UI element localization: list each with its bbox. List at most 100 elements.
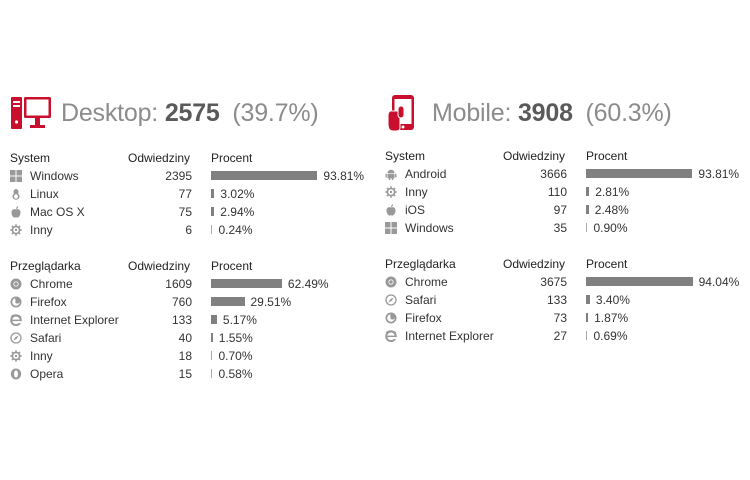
table-row: Opera 15 0.58%: [10, 365, 365, 383]
row-percent: 93.81%: [698, 167, 740, 181]
column-header-visits: Odwiedziny: [503, 149, 566, 163]
row-visits: 40: [178, 331, 192, 345]
row-name: Internet Explorer: [405, 329, 494, 343]
gear-icon: [10, 224, 22, 236]
row-percent: 0.24%: [218, 223, 253, 237]
row-label: Linux: [10, 185, 59, 203]
row-percent: 29.51%: [250, 295, 292, 309]
percent-bar: [211, 333, 213, 342]
table-header: Przeglądarka Odwiedziny Procent: [385, 255, 740, 273]
table-row: Inny 6 0.24%: [10, 221, 365, 239]
percent-bar: [211, 189, 215, 198]
chrome-icon: [385, 276, 397, 288]
mobile-label: Mobile:: [432, 98, 512, 127]
row-percent: 62.49%: [287, 277, 329, 291]
row-label: Inny: [10, 347, 53, 365]
table-row: Inny 18 0.70%: [10, 347, 365, 365]
row-label: Inny: [10, 221, 53, 239]
row-visits: 6: [185, 223, 192, 237]
row-percent: 3.02%: [220, 187, 255, 201]
apple-icon: [10, 206, 22, 218]
row-label: Internet Explorer: [10, 311, 119, 329]
row-label: Safari: [385, 291, 436, 309]
mobile-phone-icon: [385, 94, 423, 132]
row-label: Chrome: [385, 273, 448, 291]
desktop-title: Desktop: 2575 (39.7%): [61, 99, 319, 128]
table-header: System Odwiedziny Procent: [385, 147, 740, 165]
row-label: Opera: [10, 365, 63, 383]
row-visits: 2395: [165, 169, 192, 183]
row-visits: 3666: [540, 167, 567, 181]
table-row: Windows 35 0.90%: [385, 219, 740, 237]
column-header-visits: Odwiedziny: [128, 151, 191, 165]
row-name: Safari: [30, 331, 62, 345]
percent-bar: [211, 279, 282, 288]
row-label: Chrome: [10, 275, 73, 293]
table-row: Chrome 3675 94.04%: [385, 273, 740, 291]
row-name: Inny: [30, 223, 53, 237]
apple-icon: [385, 204, 397, 216]
table-row: Internet Explorer 133 5.17%: [10, 311, 365, 329]
desktop-monitor-icon: [10, 94, 52, 132]
row-name: Inny: [30, 349, 53, 363]
row-label: Safari: [10, 329, 61, 347]
row-visits: 18: [178, 349, 192, 363]
table-row: iOS 97 2.48%: [385, 201, 740, 219]
column-header-percent: Procent: [211, 259, 253, 273]
percent-bar: [211, 369, 212, 378]
mobile-panel: Mobile: 3908 (60.3%) System Odwiedziny Pro…: [385, 92, 740, 345]
row-name: Linux: [30, 187, 59, 201]
row-percent: 94.04%: [698, 275, 740, 289]
opera-icon: [10, 368, 22, 380]
column-header-name: System: [385, 149, 426, 163]
column-header-percent: Procent: [211, 151, 253, 165]
row-label: iOS: [385, 201, 425, 219]
percent-bar: [211, 315, 217, 324]
windows-icon: [385, 222, 397, 234]
percent-bar: [586, 205, 589, 214]
column-header-visits: Odwiedziny: [503, 257, 566, 271]
table-row: Android 3666 93.81%: [385, 165, 740, 183]
row-name: Inny: [405, 185, 428, 199]
percent-bar: [211, 351, 212, 360]
percent-bar: [211, 171, 318, 180]
table-header: Przeglądarka Odwiedziny Procent: [10, 257, 365, 275]
table-row: Safari 40 1.55%: [10, 329, 365, 347]
row-visits: 97: [553, 203, 567, 217]
percent-bar: [586, 169, 693, 178]
column-header-name: Przeglądarka: [385, 257, 456, 271]
row-percent: 93.81%: [323, 169, 365, 183]
row-visits: 3675: [540, 275, 567, 289]
percent-bar: [586, 331, 587, 340]
row-name: Firefox: [30, 295, 67, 309]
row-visits: 133: [171, 313, 192, 327]
column-header-name: Przeglądarka: [10, 259, 81, 273]
internet-explorer-icon: [385, 330, 397, 342]
linux-icon: [10, 188, 22, 200]
percent-bar: [211, 225, 212, 234]
table-row: Mac OS X 75 2.94%: [10, 203, 365, 221]
row-visits: 27: [553, 329, 567, 343]
row-percent: 1.87%: [594, 311, 629, 325]
table-row: Firefox 760 29.51%: [10, 293, 365, 311]
mobile-system-table: System Odwiedziny Procent Android 3666 93.81%…: [385, 147, 740, 237]
mobile-browser-table: Przeglądarka Odwiedziny Procent Chrome 3675 9…: [385, 255, 740, 345]
percent-bar: [586, 295, 590, 304]
safari-icon: [10, 332, 22, 344]
row-percent: 2.94%: [220, 205, 255, 219]
firefox-icon: [10, 296, 22, 308]
row-percent: 1.55%: [218, 331, 253, 345]
row-label: Mac OS X: [10, 203, 85, 221]
table-row: Chrome 1609 62.49%: [10, 275, 365, 293]
gear-icon: [385, 186, 397, 198]
percent-bar: [586, 313, 589, 322]
android-icon: [385, 168, 397, 180]
chrome-icon: [10, 278, 22, 290]
row-visits: 760: [171, 295, 192, 309]
percent-bar: [211, 297, 245, 306]
row-percent: 0.90%: [593, 221, 628, 235]
row-visits: 35: [553, 221, 567, 235]
table-row: Linux 77 3.02%: [10, 185, 365, 203]
percent-bar: [586, 277, 693, 286]
table-row: Inny 110 2.81%: [385, 183, 740, 201]
